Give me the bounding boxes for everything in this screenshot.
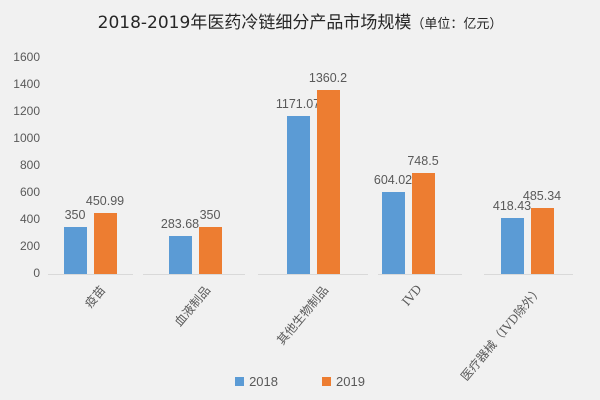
data-label: 748.5 [407,153,439,168]
x-axis-line [48,274,133,275]
y-tick-label: 0 [33,266,40,280]
x-axis-line [258,274,368,275]
x-axis-line [378,274,462,275]
bar-2019 [93,213,117,274]
legend-swatch-2019 [322,377,331,386]
legend-label-2018: 2018 [249,374,278,389]
x-axis-line [143,274,245,275]
x-tick-label: 疫苗 [82,283,109,311]
y-tick-label: 1400 [13,77,40,91]
legend-label-2019: 2019 [336,374,365,389]
legend-item-2019: 2019 [322,374,365,389]
y-tick-label: 600 [19,185,40,199]
bar-2018 [168,235,192,274]
x-tick-label: 血液制品 [171,283,214,330]
legend-swatch-2018 [235,377,245,386]
chart-title-unit: （单位：亿元） [411,17,503,32]
chart-title-main: 2018-2019年医药冷链细分产品市场规模 [97,13,412,33]
x-tick-label: IVD [399,282,425,309]
bar-2018 [63,226,87,274]
bar-2018 [500,217,524,274]
chart-title: 2018-2019年医药冷链细分产品市场规模（单位：亿元） [0,8,600,33]
data-label: 604.02 [373,173,413,188]
bar-2019 [316,90,340,274]
bar-2019 [530,208,554,274]
data-label: 450.99 [85,194,125,209]
y-tick-label: 200 [19,239,40,253]
bar-2018 [286,115,310,274]
data-label: 1171.07 [275,96,321,111]
y-tick-label: 1600 [13,50,40,64]
data-label: 418.43 [492,198,532,213]
bar-2019 [411,172,435,274]
bar-2018 [381,192,405,274]
x-tick-label: 其他生物制品 [274,283,332,348]
x-tick-label: 医疗器械（IVD除外） [458,283,546,384]
y-tick-label: 400 [19,212,40,226]
data-label: 1360.2 [308,71,348,86]
data-label: 485.34 [522,189,562,204]
bar-2019 [198,226,222,274]
data-label: 283.68 [160,216,200,231]
x-axis-line [484,274,573,275]
legend: 2018 2019 [0,374,600,389]
data-label: 350 [64,207,86,222]
legend-item-2018: 2018 [235,374,278,389]
y-tick-label: 1000 [13,131,40,145]
y-tick-label: 800 [19,158,40,172]
y-tick-label: 1200 [13,104,40,118]
data-label: 350 [199,207,221,222]
